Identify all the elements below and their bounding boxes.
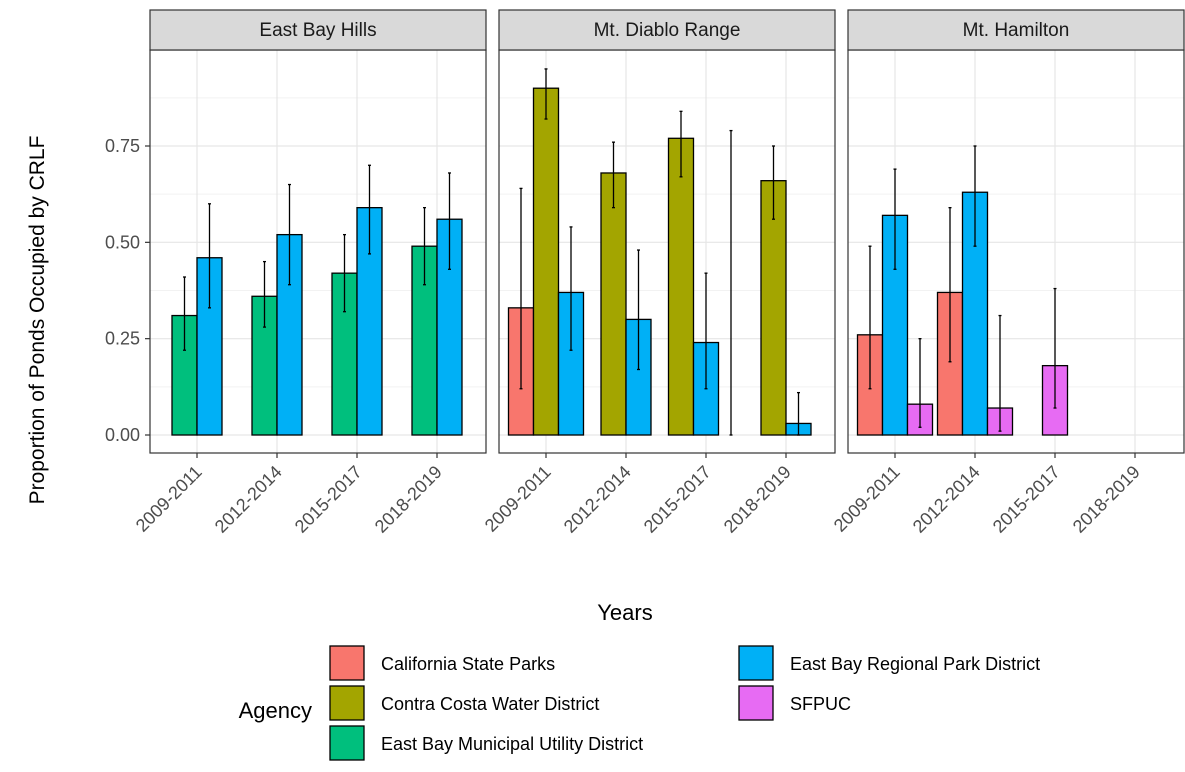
legend-swatch — [329, 725, 365, 761]
y-axis-title: Proportion of Ponds Occupied by CRLF — [26, 136, 49, 505]
x-axis-title: Years — [597, 600, 652, 625]
x-tick-label: 2018-2019 — [720, 462, 795, 537]
x-tick-label: 2009-2011 — [481, 462, 555, 536]
x-tick-label: 2012-2014 — [560, 462, 635, 537]
facet-strip — [847, 9, 1185, 51]
y-tick-label: 0.00 — [105, 425, 140, 445]
y-tick-label: 0.25 — [105, 329, 140, 349]
legend-label: East Bay Regional Park District — [790, 654, 1040, 674]
x-tick-label: 2018-2019 — [371, 462, 446, 537]
facet-label: East Bay Hills — [259, 20, 376, 41]
facet-strip — [498, 9, 836, 51]
facet-label: Mt. Hamilton — [963, 20, 1070, 41]
x-tick-label: 2012-2014 — [909, 462, 984, 537]
x-tick-label: 2009-2011 — [132, 462, 206, 536]
bar — [600, 172, 627, 436]
y-tick-label: 0.50 — [105, 232, 140, 252]
y-tick-label: 0.75 — [105, 136, 140, 156]
x-tick-label: 2009-2011 — [830, 462, 904, 536]
legend-swatch — [738, 645, 774, 681]
x-tick-label: 2018-2019 — [1069, 462, 1144, 537]
legend-title: Agency — [239, 698, 312, 723]
legend-swatch — [329, 685, 365, 721]
bar — [667, 137, 695, 436]
facet-label: Mt. Diablo Range — [594, 20, 741, 41]
legend-swatch — [329, 645, 365, 681]
bar — [532, 87, 560, 436]
x-tick-label: 2015-2017 — [640, 462, 715, 537]
x-tick-label: 2015-2017 — [989, 462, 1064, 537]
facet-strip — [149, 9, 487, 51]
x-tick-label: 2012-2014 — [211, 462, 286, 537]
x-tick-label: 2015-2017 — [291, 462, 366, 537]
legend-swatch — [738, 685, 774, 721]
legend-label: Contra Costa Water District — [381, 694, 599, 714]
legend-label: East Bay Municipal Utility District — [381, 734, 643, 754]
legend-label: SFPUC — [790, 694, 851, 714]
legend-label: California State Parks — [381, 654, 555, 674]
